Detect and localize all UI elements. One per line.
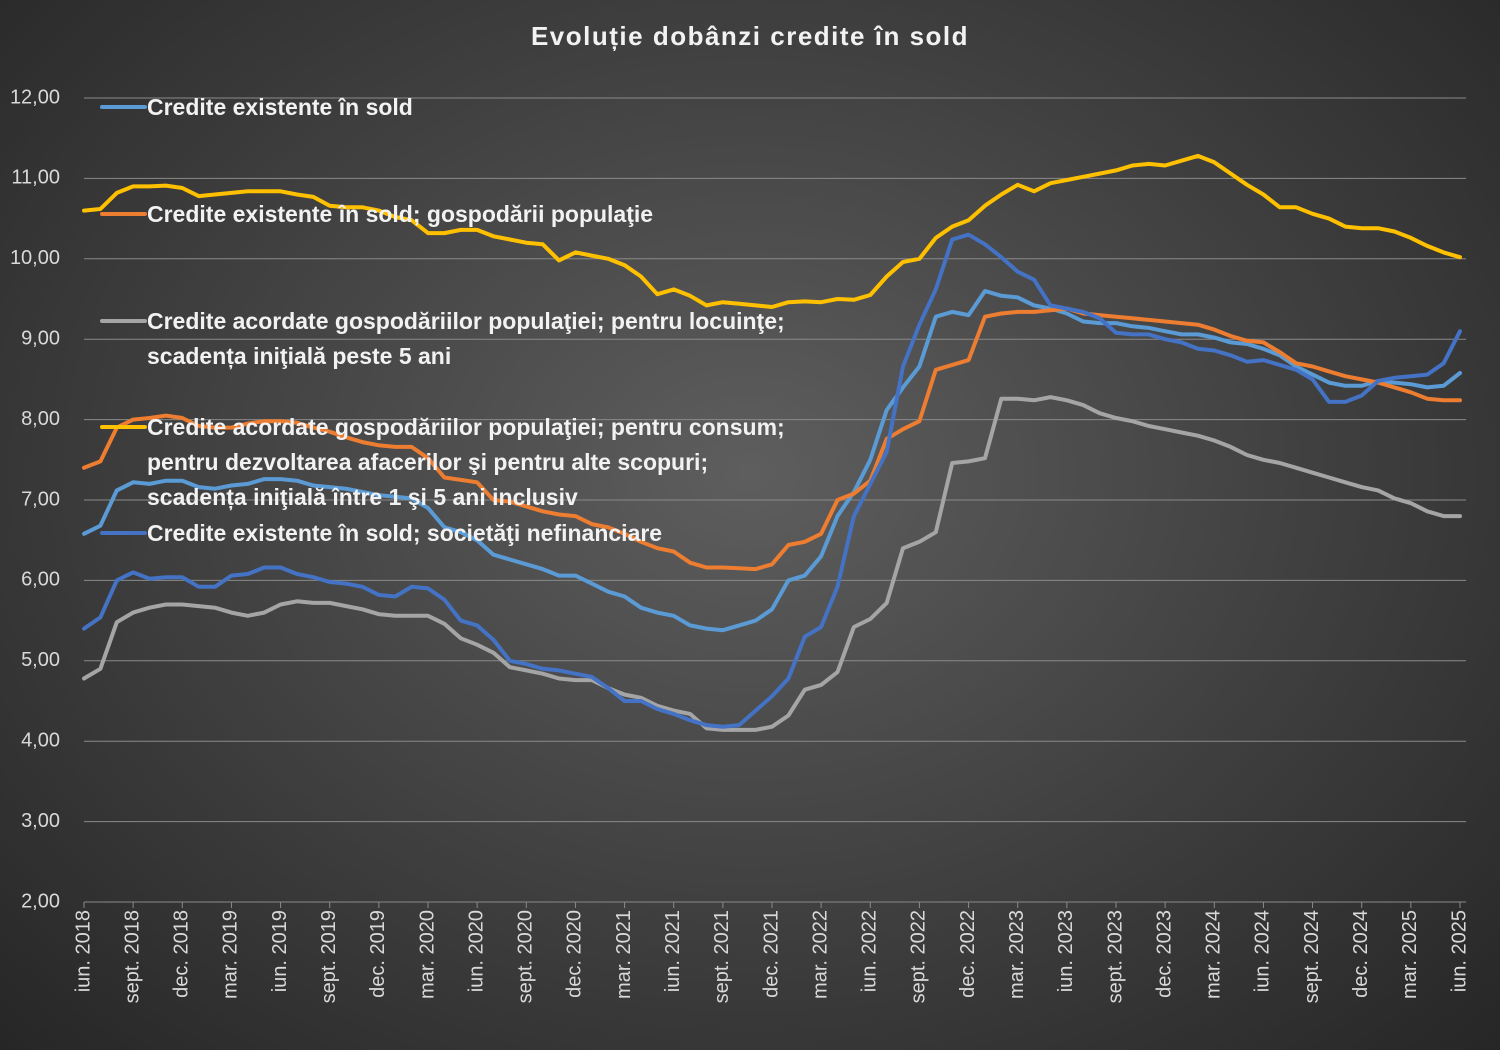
legend-swatch [100,531,147,535]
x-tick-label: iun. 2024 [1252,910,1274,992]
x-tick-label: iun. 2018 [72,910,94,992]
legend-entry: Credite existente în sold [100,90,800,125]
chart-title: Evoluție dobânzi credite în sold [531,21,969,51]
x-tick-label: iun. 2025 [1448,910,1470,992]
x-tick-label: dec. 2019 [367,910,389,998]
y-tick-label: 5,00 [21,649,60,671]
legend-swatch [100,425,147,429]
x-tick-label: sept. 2023 [1104,910,1126,1003]
x-tick-label: dec. 2018 [171,910,193,998]
y-tick-label: 3,00 [21,810,60,832]
legend-label: Credite acordate gospodăriilor populaţie… [147,308,785,369]
series-line [82,395,1462,732]
x-tick-label: dec. 2021 [760,910,782,998]
x-tick-label: iun. 2020 [465,910,487,992]
series-line [82,306,1462,572]
x-tick-label: sept. 2019 [318,910,340,1003]
x-tick-label: sept. 2020 [515,910,537,1003]
series-line [82,153,1462,309]
y-tick-label: 8,00 [21,408,60,430]
legend-label: Credite existente în sold [147,94,413,120]
y-tick-label: 10,00 [10,247,60,269]
x-tick-label: dec. 2020 [564,910,586,998]
x-tick-label: dec. 2023 [1153,910,1175,998]
x-tick-label: iun. 2019 [269,910,291,992]
y-tick-label: 6,00 [21,569,60,591]
y-tick-label: 11,00 [11,167,60,189]
legend-entry: Credite existente în sold; societăţi nef… [100,516,800,551]
x-tick-label: dec. 2024 [1350,910,1372,998]
legend-swatch [100,319,147,323]
x-tick-label: sept. 2024 [1301,910,1323,1003]
x-tick-label: iun. 2022 [859,910,881,992]
legend-entry: Credite acordate gospodăriilor populaţie… [100,410,800,515]
legend-entry: Credite acordate gospodăriilor populaţie… [100,304,800,374]
series-line [82,289,1462,633]
y-tick-label: 2,00 [21,890,60,912]
x-tick-label: dec. 2022 [957,910,979,998]
legend-label: Credite existente în sold; societăţi nef… [147,520,663,546]
x-tick-label: mar. 2021 [613,910,635,999]
x-tick-label: mar. 2022 [809,910,831,999]
y-tick-label: 9,00 [21,327,60,349]
x-tick-label: sept. 2022 [908,910,930,1003]
legend-swatch [100,105,147,109]
legend-entry: Credite existente în sold; gospodării po… [100,197,800,232]
x-tick-label: iun. 2021 [662,910,684,992]
x-tick-label: mar. 2025 [1399,910,1421,999]
y-tick-label: 12,00 [10,86,60,108]
x-tick-label: sept. 2018 [121,910,143,1003]
x-tick-label: iun. 2023 [1055,910,1077,992]
legend-swatch [100,212,147,216]
x-tick-label: mar. 2023 [1006,910,1028,999]
x-tick-label: mar. 2020 [416,910,438,999]
y-tick-label: 4,00 [21,729,60,751]
legend-label: Credite existente în sold; gospodării po… [147,201,654,227]
x-tick-label: mar. 2024 [1203,910,1225,999]
y-tick-label: 7,00 [21,488,60,510]
series-line [82,232,1462,729]
x-tick-label: mar. 2019 [220,910,242,999]
x-tick-label: sept. 2021 [711,910,733,1003]
legend-label: Credite acordate gospodăriilor populaţie… [147,414,785,510]
